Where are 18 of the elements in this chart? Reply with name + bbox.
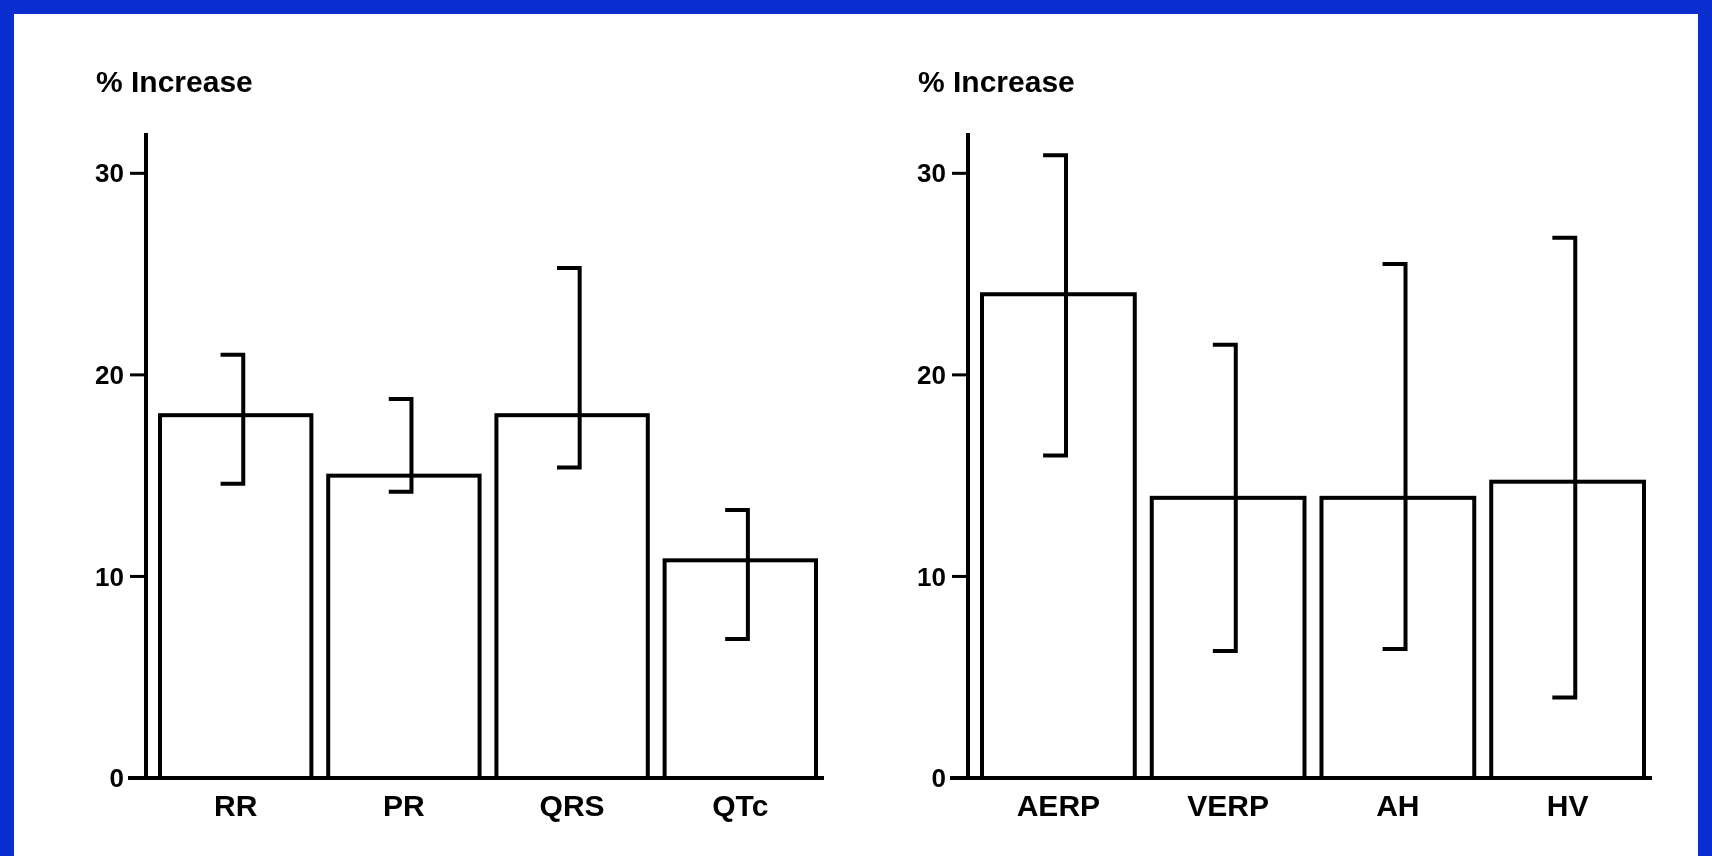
y-tick-label: 20 — [917, 359, 946, 390]
x-tick-label: RR — [214, 789, 258, 822]
y-axis-title: % Increase — [96, 65, 253, 98]
x-tick-label: AH — [1376, 789, 1420, 822]
y-tick-label: 20 — [95, 359, 124, 390]
y-tick-label: 10 — [917, 561, 946, 592]
x-tick-label: QRS — [539, 789, 605, 822]
x-tick-label: VERP — [1187, 789, 1269, 822]
y-tick-label: 0 — [931, 763, 946, 794]
x-tick-label: PR — [383, 789, 426, 822]
x-tick-label: AERP — [1016, 789, 1101, 822]
y-axis-title: % Increase — [918, 65, 1075, 98]
y-tick-label: 10 — [95, 561, 124, 592]
x-tick-label: QTc — [712, 789, 769, 822]
x-tick-label: HV — [1546, 789, 1589, 822]
y-tick-label: 30 — [917, 158, 946, 189]
y-tick-label: 0 — [109, 763, 124, 794]
y-tick-label: 30 — [95, 158, 124, 189]
